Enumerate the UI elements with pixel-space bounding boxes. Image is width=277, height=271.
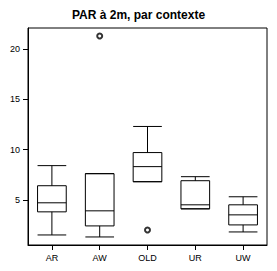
svg-text:5: 5 xyxy=(15,195,20,205)
svg-text:15: 15 xyxy=(10,94,20,104)
svg-text:20: 20 xyxy=(10,44,20,54)
svg-text:PAR à 2m, par contexte: PAR à 2m, par contexte xyxy=(72,8,205,22)
svg-text:10: 10 xyxy=(10,145,20,155)
svg-text:UW: UW xyxy=(236,253,251,263)
svg-text:UR: UR xyxy=(189,253,202,263)
svg-text:AW: AW xyxy=(93,253,108,263)
svg-text:AR: AR xyxy=(46,253,59,263)
svg-text:OLD: OLD xyxy=(138,253,157,263)
